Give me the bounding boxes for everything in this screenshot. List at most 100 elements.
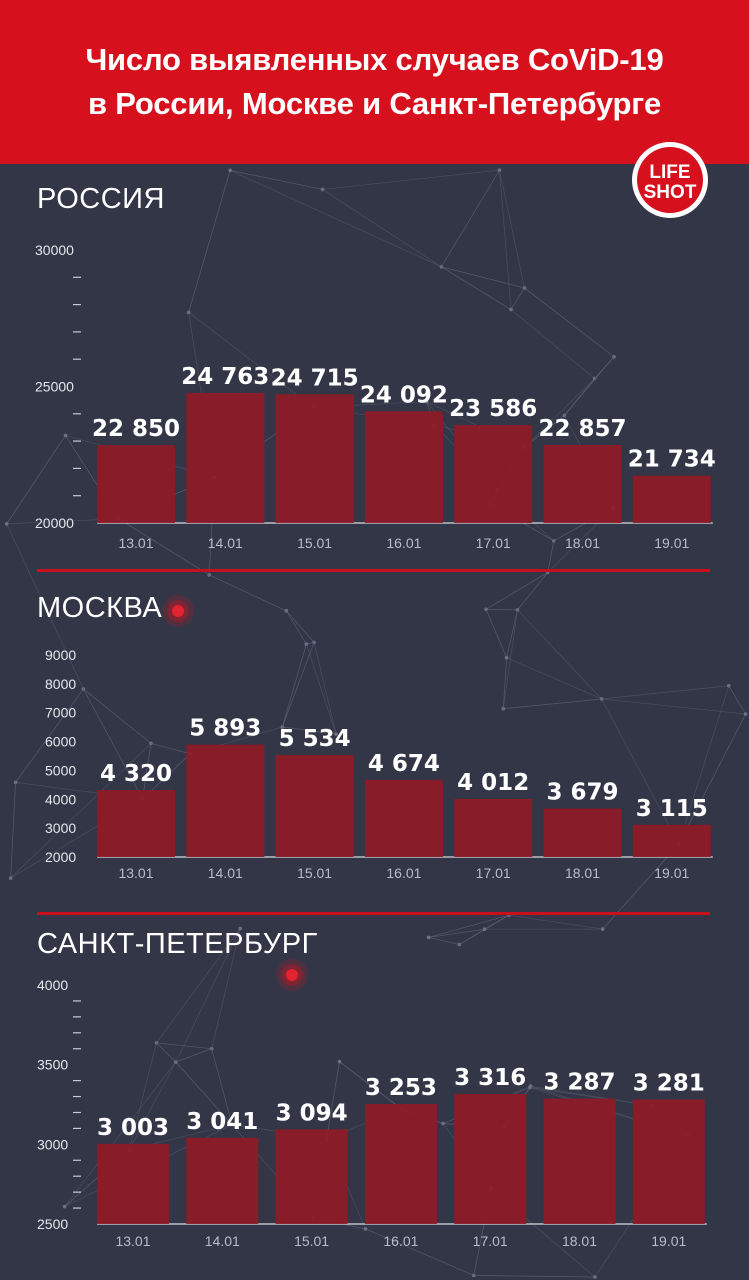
network-line (175, 928, 241, 1063)
title-line-2: в России, Москве и Санкт-Петербурге (87, 86, 662, 121)
bar (454, 798, 533, 857)
network-line (15, 688, 84, 783)
network-line (142, 743, 152, 800)
x-category-label: 14.01 (208, 865, 243, 881)
network-line (484, 914, 510, 930)
bar (275, 394, 354, 523)
network-line (230, 170, 442, 268)
bar-value-label: 3 041 (186, 1109, 258, 1135)
x-category-label: 17.01 (473, 1233, 508, 1249)
logo-text-top: LIFE (649, 162, 690, 183)
network-line (428, 928, 485, 938)
x-category-label: 18.01 (565, 535, 600, 551)
bar-value-label: 24 715 (271, 365, 359, 391)
bar (97, 790, 175, 857)
network-line (211, 1048, 233, 1125)
bar-value-label: 3 281 (633, 1071, 705, 1097)
network-line (517, 572, 549, 611)
network-node (304, 642, 309, 646)
network-line (175, 1048, 212, 1063)
bar (632, 475, 711, 523)
network-line (230, 170, 323, 190)
bar (364, 411, 443, 523)
bar-value-label: 3 253 (365, 1075, 437, 1101)
bar-value-label: 3 003 (97, 1115, 169, 1141)
x-category-label: 18.01 (565, 865, 600, 881)
network-line (282, 726, 337, 735)
network-line (459, 928, 485, 945)
network-line (510, 309, 595, 379)
network-line (64, 1061, 177, 1207)
network-line (506, 657, 602, 700)
section-title-spb: САНКТ-ПЕТЕРБУРГ (37, 928, 318, 960)
network-line (156, 1042, 212, 1050)
bar (275, 755, 354, 857)
network-line (441, 266, 512, 310)
network-line (6, 523, 84, 690)
network-node (337, 1059, 342, 1064)
network-node (334, 732, 338, 736)
bar (543, 1098, 616, 1224)
network-node (238, 926, 243, 931)
y-tick-label: 20000 (35, 515, 74, 531)
network-node (363, 1227, 368, 1231)
network-node (8, 876, 13, 880)
network-line (529, 1087, 653, 1107)
network-line (322, 169, 500, 190)
bar (186, 744, 265, 857)
network-line (678, 713, 746, 845)
network-line (282, 644, 307, 728)
network-line (286, 610, 307, 645)
x-category-label: 19.01 (654, 865, 689, 881)
x-category-label: 15.01 (294, 1233, 329, 1249)
network-line (517, 609, 602, 700)
y-tick-label: 7000 (45, 705, 76, 721)
bar (543, 445, 622, 523)
network-line (156, 1042, 177, 1063)
x-category-label: 14.01 (205, 1233, 240, 1249)
bar (275, 1129, 348, 1224)
network-line (485, 572, 548, 610)
y-tick-label: 6000 (45, 734, 76, 750)
network-line (601, 698, 680, 845)
network-line (564, 356, 615, 416)
y-tick-label: 3500 (37, 1057, 68, 1073)
network-node (62, 1204, 67, 1209)
network-line (441, 169, 500, 267)
network-line (10, 782, 16, 879)
bar (364, 1104, 437, 1224)
bar-value-label: 3 115 (636, 796, 708, 822)
header-banner: Число выявленных случаев CoViD-19 в Росс… (0, 0, 749, 164)
network-line (118, 518, 210, 576)
network-line (486, 608, 518, 611)
section-divider (37, 912, 710, 915)
network-node (228, 168, 232, 173)
x-category-label: 17.01 (476, 865, 511, 881)
network-line (499, 170, 525, 289)
x-category-label: 13.01 (118, 535, 153, 551)
section-title-moscow: МОСКВА (37, 592, 163, 624)
bar (454, 425, 533, 523)
y-tick-label: 5000 (45, 762, 76, 778)
network-line (188, 312, 314, 408)
network-line (678, 685, 730, 845)
y-tick-label: 3000 (45, 820, 76, 836)
bar (364, 779, 443, 857)
network-line (365, 1228, 474, 1276)
network-line (6, 435, 66, 525)
network-line (326, 1061, 340, 1139)
network-line (506, 609, 518, 658)
x-category-label: 14.01 (208, 535, 243, 551)
x-category-label: 19.01 (654, 535, 689, 551)
x-category-label: 16.01 (386, 535, 421, 551)
title-line-1: Число выявленных случаев CoViD-19 (85, 42, 664, 77)
x-category-label: 15.01 (297, 535, 332, 551)
network-line (188, 170, 231, 313)
bar-value-label: 4 320 (100, 761, 172, 787)
y-tick-label: 4000 (45, 791, 76, 807)
network-line (339, 1061, 404, 1111)
network-line (502, 609, 518, 709)
network-line (83, 688, 143, 800)
network-line (601, 698, 746, 715)
logo-text-bottom: SHOT (644, 182, 697, 203)
